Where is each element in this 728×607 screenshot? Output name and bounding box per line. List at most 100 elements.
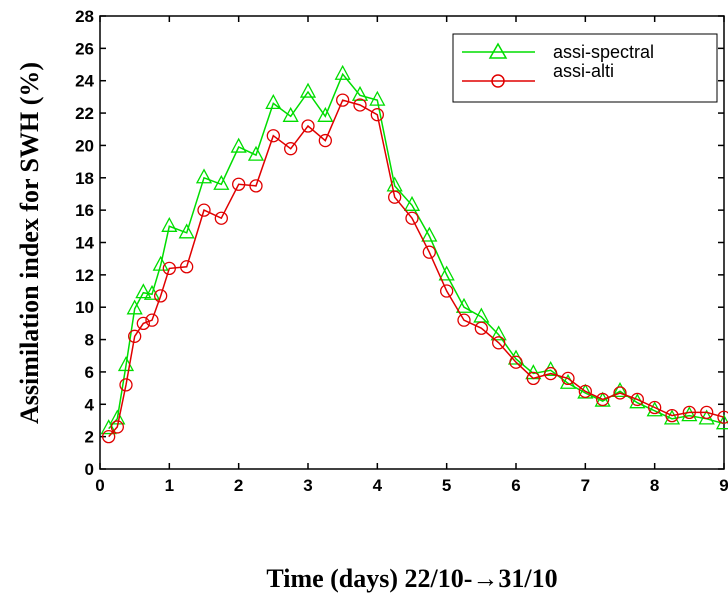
y-tick-label: 10 [75, 298, 94, 317]
y-tick-label: 16 [75, 201, 94, 220]
data-point-assi-spectral [100, 419, 117, 435]
data-point-assi-spectral [195, 168, 213, 184]
data-point-assi-alti [544, 366, 558, 381]
data-point-assi-spectral [490, 325, 507, 341]
y-tick-label: 6 [85, 363, 94, 382]
data-point-assi-spectral [161, 216, 178, 232]
data-point-assi-alti [154, 289, 168, 303]
data-point-assi-spectral [421, 226, 438, 242]
data-point-assi-alti [388, 190, 402, 204]
y-tick-label: 4 [85, 395, 95, 414]
data-point-assi-spectral [299, 82, 317, 98]
y-tick-label: 2 [85, 428, 94, 447]
y-tick-label: 12 [75, 266, 94, 285]
x-tick-label: 0 [95, 476, 104, 495]
data-point-assi-spectral [473, 307, 490, 323]
data-point-assi-alti [561, 371, 575, 386]
data-point-assi-alti [492, 336, 506, 350]
data-point-assi-alti [197, 203, 211, 217]
data-point-assi-spectral [213, 174, 230, 190]
data-point-assi-alti [162, 261, 176, 276]
data-point-assi-alti [682, 405, 696, 420]
data-point-assi-alti [145, 313, 159, 327]
legend-label-assi-alti: assi-alti [553, 61, 614, 81]
x-tick-label: 6 [511, 476, 520, 495]
data-point-assi-spectral [135, 283, 152, 299]
data-point-assi-alti [249, 179, 263, 193]
data-point-assi-spectral [455, 297, 473, 313]
data-point-assi-alti [110, 420, 124, 434]
data-point-assi-spectral [282, 106, 299, 122]
data-point-assi-alti [630, 392, 644, 407]
data-point-assi-spectral [178, 223, 195, 239]
x-tick-label: 4 [373, 476, 383, 495]
data-point-assi-alti [665, 408, 679, 423]
data-point-assi-alti [578, 384, 592, 398]
data-point-assi-spectral [403, 195, 421, 211]
y-axis-title: Assimilation index for SWH (%) [15, 62, 44, 424]
y-tick-label: 14 [75, 234, 94, 253]
data-point-assi-alti [336, 93, 350, 107]
x-axis: 0 1 2 3 4 5 6 7 8 9 [95, 16, 728, 495]
data-point-assi-spectral [334, 64, 351, 80]
data-point-assi-alti [700, 405, 714, 420]
data-point-assi-alti [613, 386, 627, 400]
data-point-assi-spectral [369, 90, 386, 106]
x-tick-label: 1 [165, 476, 174, 495]
data-point-assi-alti [457, 313, 471, 327]
y-tick-label: 22 [75, 104, 94, 123]
y-tick-label: 26 [75, 39, 94, 58]
data-point-assi-alti [717, 410, 728, 424]
legend-marker-assi-alti [491, 74, 505, 88]
data-point-assi-spectral [126, 299, 143, 315]
data-point-assi-spectral [230, 137, 247, 153]
y-tick-label: 0 [85, 460, 94, 479]
data-point-assi-spectral [152, 255, 169, 271]
data-point-assi-spectral [681, 406, 698, 422]
data-point-assi-spectral [611, 381, 629, 397]
series-line-assi-alti [108, 99, 725, 438]
data-point-assi-alti [370, 108, 384, 122]
x-tick-label: 3 [303, 476, 312, 495]
data-point-assi-alti [102, 429, 116, 444]
x-tick-label: 9 [719, 476, 728, 495]
data-point-assi-alti [136, 316, 150, 331]
data-point-assi-alti [422, 245, 436, 259]
data-point-assi-alti [119, 378, 133, 392]
series-layer [100, 64, 728, 444]
data-point-assi-alti [596, 392, 610, 407]
data-point-assi-alti [214, 211, 228, 225]
y-tick-label: 20 [75, 136, 94, 155]
data-point-assi-spectral [351, 85, 369, 101]
x-tick-label: 5 [442, 476, 451, 495]
data-point-assi-alti [232, 177, 246, 191]
x-tick-label: 7 [581, 476, 590, 495]
data-point-assi-spectral [663, 409, 681, 425]
data-point-assi-alti [405, 211, 419, 225]
legend-marker-assi-spectral [488, 42, 508, 59]
series-line-assi-spectral [108, 72, 725, 430]
y-tick-label: 18 [75, 169, 94, 188]
legend-label-assi-spectral: assi-spectral [553, 42, 654, 62]
data-point-assi-alti [180, 260, 194, 274]
data-point-assi-spectral [265, 93, 282, 110]
data-point-assi-alti [318, 133, 332, 148]
data-point-assi-alti [648, 400, 662, 415]
y-tick-label: 24 [75, 72, 94, 91]
data-point-assi-alti [440, 284, 454, 298]
legend: assi-spectral assi-alti [452, 33, 718, 103]
x-tick-label: 8 [650, 476, 659, 495]
x-tick-label: 2 [234, 476, 243, 495]
data-point-assi-spectral [247, 145, 265, 161]
data-point-assi-alti [474, 321, 488, 335]
data-point-assi-spectral [317, 106, 334, 122]
y-tick-label: 8 [85, 331, 94, 350]
data-point-assi-alti [526, 371, 540, 386]
data-point-assi-alti [128, 329, 142, 343]
data-point-assi-spectral [438, 265, 455, 281]
x-axis-title: Time (days) 22/10-→31/10 [266, 564, 557, 593]
data-point-assi-alti [353, 98, 367, 112]
data-point-assi-alti [301, 119, 315, 133]
